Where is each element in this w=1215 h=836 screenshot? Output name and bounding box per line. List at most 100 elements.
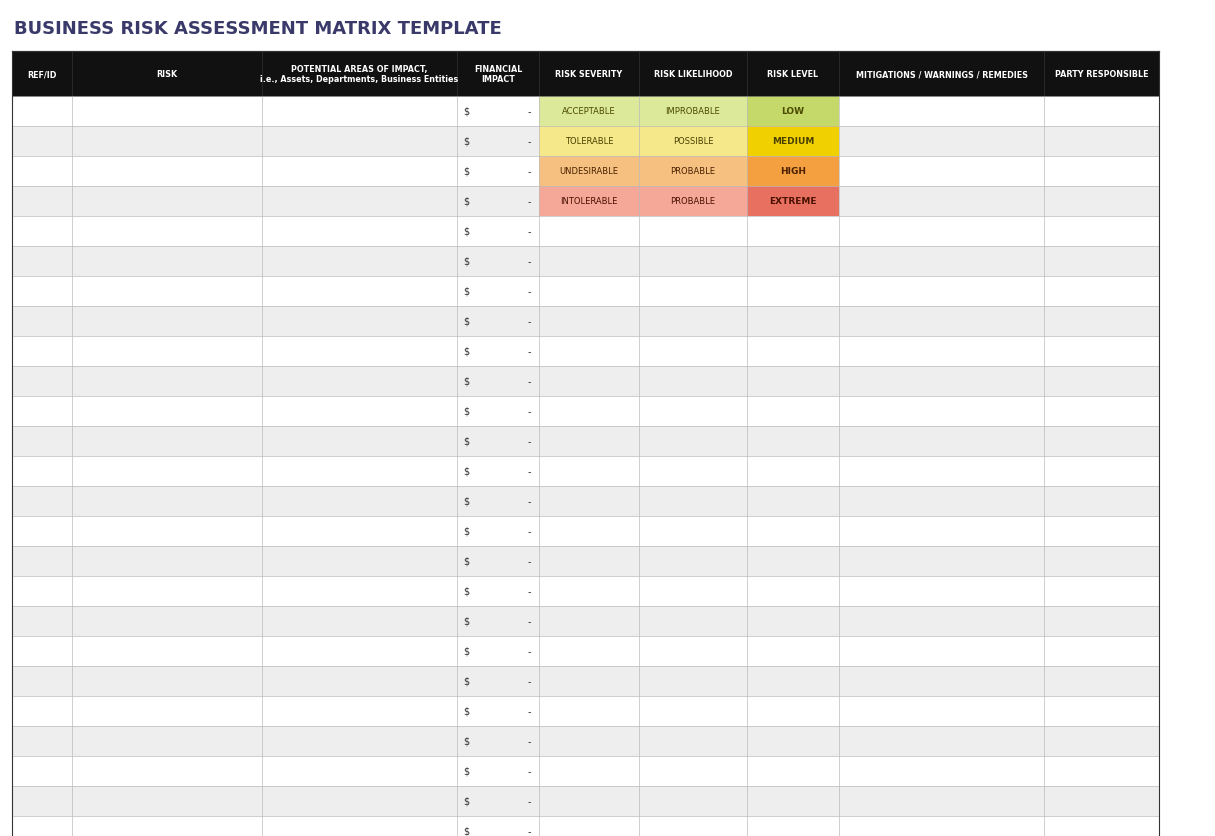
Bar xyxy=(840,696,1044,726)
Bar xyxy=(72,636,262,666)
Bar xyxy=(457,366,539,396)
Bar xyxy=(1044,726,1159,756)
Bar xyxy=(747,127,840,157)
Bar xyxy=(1044,456,1159,487)
Bar xyxy=(72,307,262,337)
Bar xyxy=(747,337,840,366)
Bar xyxy=(457,487,539,517)
Bar xyxy=(457,307,539,337)
Bar xyxy=(840,157,1044,186)
Bar xyxy=(72,157,262,186)
Text: INTOLERABLE: INTOLERABLE xyxy=(560,197,617,206)
Text: POTENTIAL AREAS OF IMPACT,
i.e., Assets, Departments, Business Entities: POTENTIAL AREAS OF IMPACT, i.e., Assets,… xyxy=(260,64,458,84)
Bar xyxy=(639,456,747,487)
Bar xyxy=(747,426,840,456)
Bar xyxy=(747,756,840,786)
Bar xyxy=(72,217,262,247)
Bar xyxy=(1044,666,1159,696)
Bar xyxy=(262,816,457,836)
Text: BUSINESS RISK ASSESSMENT MATRIX TEMPLATE: BUSINESS RISK ASSESSMENT MATRIX TEMPLATE xyxy=(15,20,502,38)
Text: -: - xyxy=(527,737,531,746)
Text: -: - xyxy=(527,436,531,446)
Text: $: $ xyxy=(463,497,469,507)
Bar xyxy=(72,366,262,396)
Bar xyxy=(1044,307,1159,337)
Bar xyxy=(1044,337,1159,366)
Text: RISK LEVEL: RISK LEVEL xyxy=(768,70,819,79)
Bar xyxy=(1044,277,1159,307)
Text: -: - xyxy=(527,616,531,626)
Bar xyxy=(840,756,1044,786)
Bar xyxy=(840,97,1044,127)
Bar xyxy=(747,547,840,576)
Text: PROBABLE: PROBABLE xyxy=(671,197,716,206)
Text: $: $ xyxy=(463,406,469,416)
Bar xyxy=(12,366,72,396)
Bar xyxy=(457,186,539,217)
Text: -: - xyxy=(527,406,531,416)
Bar xyxy=(1044,576,1159,606)
Bar xyxy=(639,307,747,337)
Text: $: $ xyxy=(463,646,469,656)
Bar xyxy=(747,666,840,696)
Bar xyxy=(539,186,639,217)
Bar xyxy=(539,816,639,836)
Bar xyxy=(840,186,1044,217)
Bar xyxy=(12,307,72,337)
Bar xyxy=(539,456,639,487)
Text: $: $ xyxy=(463,257,469,267)
Text: -: - xyxy=(527,706,531,716)
Bar xyxy=(457,756,539,786)
Bar xyxy=(1044,396,1159,426)
Text: POSSIBLE: POSSIBLE xyxy=(673,137,713,146)
Text: -: - xyxy=(527,676,531,686)
Bar xyxy=(840,426,1044,456)
Bar xyxy=(262,97,457,127)
Bar xyxy=(457,97,539,127)
Bar xyxy=(72,576,262,606)
Bar xyxy=(262,696,457,726)
Bar xyxy=(747,396,840,426)
Bar xyxy=(747,52,840,97)
Text: -: - xyxy=(527,796,531,806)
Bar xyxy=(840,396,1044,426)
Bar xyxy=(1044,52,1159,97)
Bar xyxy=(12,576,72,606)
Bar xyxy=(12,127,72,157)
Text: $: $ xyxy=(463,227,469,237)
Bar xyxy=(457,726,539,756)
Text: -: - xyxy=(527,347,531,357)
Bar xyxy=(12,426,72,456)
Bar xyxy=(840,786,1044,816)
Bar xyxy=(12,337,72,366)
Bar xyxy=(1044,487,1159,517)
Text: -: - xyxy=(527,646,531,656)
Bar xyxy=(72,547,262,576)
Text: MEDIUM: MEDIUM xyxy=(772,137,814,146)
Bar xyxy=(539,337,639,366)
Bar xyxy=(539,517,639,547)
Bar xyxy=(72,756,262,786)
Bar xyxy=(747,186,840,217)
Bar xyxy=(1044,97,1159,127)
Bar xyxy=(12,606,72,636)
Text: $: $ xyxy=(463,826,469,836)
Bar xyxy=(1044,127,1159,157)
Bar xyxy=(639,576,747,606)
Bar xyxy=(840,576,1044,606)
Bar xyxy=(72,816,262,836)
Text: -: - xyxy=(527,257,531,267)
Bar xyxy=(539,547,639,576)
Bar xyxy=(539,97,639,127)
Bar xyxy=(747,157,840,186)
Bar xyxy=(639,186,747,217)
Bar xyxy=(457,786,539,816)
Bar xyxy=(72,186,262,217)
Text: -: - xyxy=(527,287,531,297)
Bar xyxy=(840,816,1044,836)
Bar xyxy=(1044,547,1159,576)
Bar xyxy=(457,517,539,547)
Bar xyxy=(747,606,840,636)
Bar xyxy=(262,666,457,696)
Bar xyxy=(539,726,639,756)
